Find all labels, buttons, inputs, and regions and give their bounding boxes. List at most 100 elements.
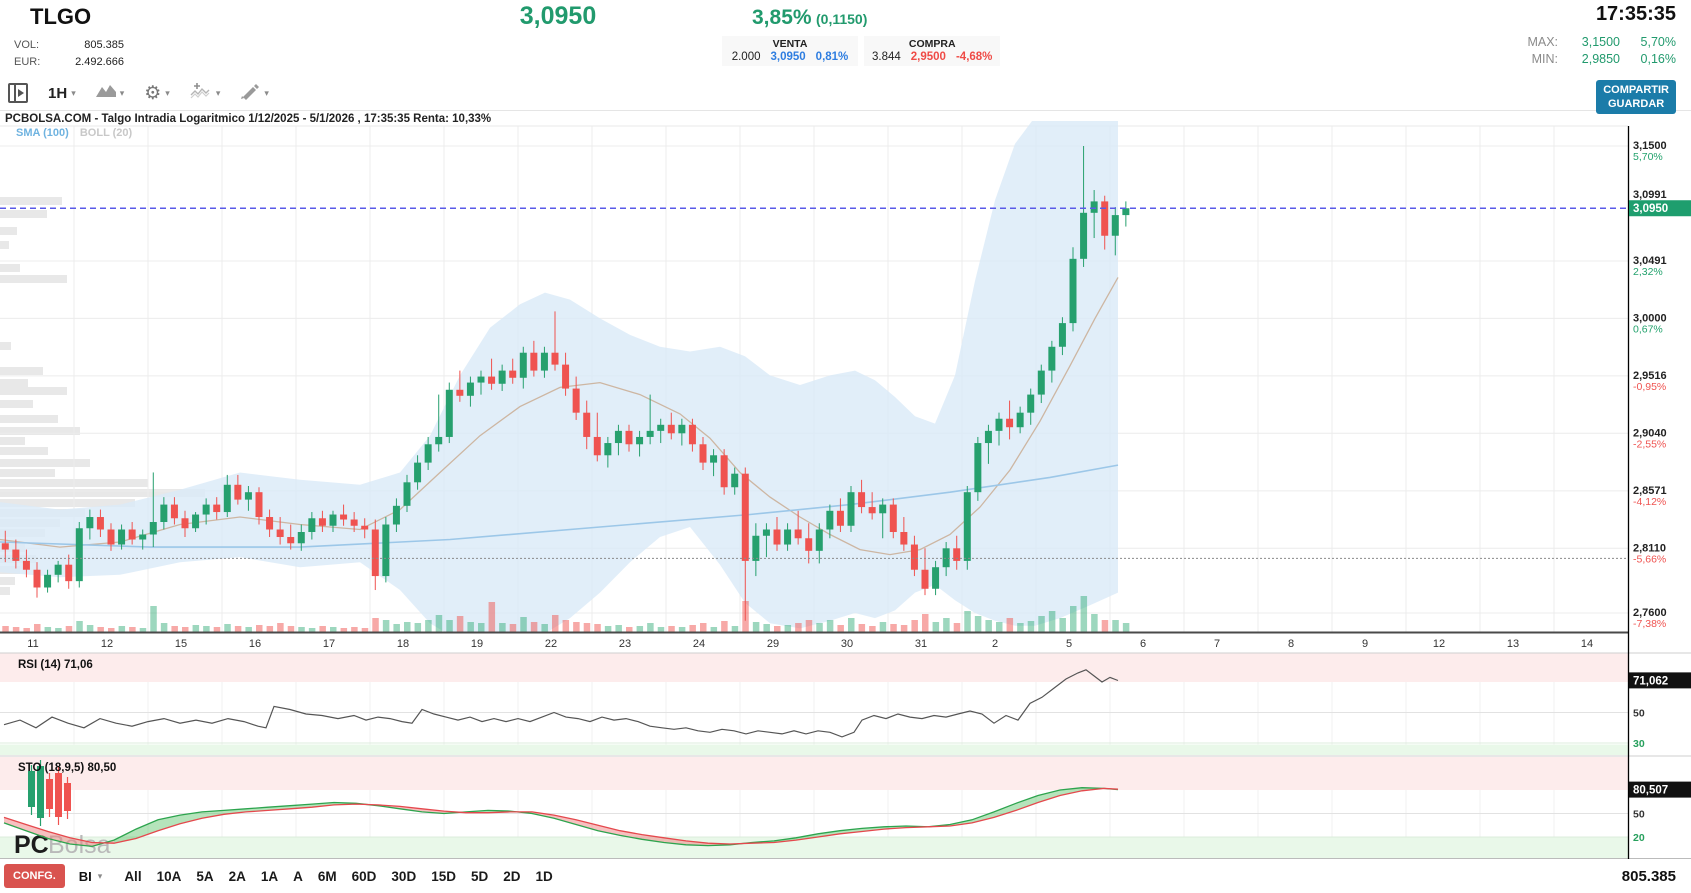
max-price: 3,1500	[1581, 35, 1620, 49]
svg-text:STO (18,9,5) 80,50: STO (18,9,5) 80,50	[18, 762, 116, 774]
range-button-all[interactable]: All	[124, 868, 142, 884]
pencil-icon	[240, 82, 260, 105]
range-button-1d[interactable]: 1D	[535, 868, 553, 884]
panel-toggle-button[interactable]	[8, 83, 28, 103]
svg-text:3,0950: 3,0950	[1633, 203, 1668, 215]
svg-text:RSI (14) 71,06: RSI (14) 71,06	[18, 659, 93, 671]
price-chart-canvas[interactable]: PCBolsa3,15005,70%3,04912,32%3,00000,67%…	[0, 111, 1691, 859]
add-indicator-icon	[190, 82, 212, 105]
svg-text:3,0491: 3,0491	[1633, 255, 1667, 267]
change-absolute: (0,1150)	[816, 11, 868, 27]
svg-text:9: 9	[1362, 638, 1368, 650]
volume-block: VOL: 805.385 EUR: 2.492.666	[14, 37, 124, 71]
chart-type-icon	[95, 83, 116, 104]
chevron-down-icon: ▾	[119, 87, 125, 98]
price-axis-labels: 3,15005,70%3,04912,32%3,00000,67%2,9516-…	[1633, 140, 1667, 630]
ticker-symbol: TLGO	[30, 4, 92, 29]
range-button-1a[interactable]: 1A	[260, 868, 279, 884]
last-price-badge: 3,0950	[1629, 200, 1691, 217]
group-selector[interactable]: BI ▾	[79, 869, 103, 884]
ask-qty: 3.844	[872, 51, 901, 63]
chart-type-selector[interactable]: ▾	[95, 83, 125, 104]
svg-text:3,0991: 3,0991	[1633, 189, 1667, 201]
share-save-button[interactable]: COMPARTIR GUARDAR	[1596, 80, 1676, 114]
svg-text:5: 5	[1066, 638, 1072, 650]
total-volume: 805.385	[1621, 867, 1676, 885]
svg-text:14: 14	[1581, 638, 1593, 650]
range-button-a[interactable]: A	[293, 868, 303, 884]
config-button[interactable]: CONFG.	[4, 864, 65, 888]
svg-text:15: 15	[175, 638, 187, 650]
svg-text:-0,95%: -0,95%	[1633, 381, 1666, 393]
range-button-6m[interactable]: 6M	[317, 868, 337, 884]
legend-boll: BOLL (20)	[79, 127, 133, 139]
bid-pct: 0,81%	[815, 51, 849, 63]
range-buttons: All 10A 5A 2A 1A A 6M 60D 30D 15D 5D 2D 1D	[124, 869, 552, 884]
svg-text:31: 31	[915, 638, 927, 650]
svg-text:8: 8	[1288, 638, 1294, 650]
svg-text:2,9516: 2,9516	[1633, 370, 1667, 382]
chevron-down-icon: ▾	[165, 87, 170, 98]
bid-box[interactable]: VENTA 2.000 3,0950 0,81%	[722, 36, 858, 66]
chevron-down-icon: ▾	[97, 870, 103, 881]
svg-text:11: 11	[27, 638, 38, 650]
ask-box[interactable]: COMPRA 3.844 2,9500 -4,68%	[864, 36, 1001, 66]
bid-title: VENTA	[772, 38, 808, 50]
svg-text:7: 7	[1214, 638, 1220, 650]
chevron-down-icon: ▾	[71, 87, 76, 98]
range-button-10a[interactable]: 10A	[156, 868, 182, 884]
range-button-15d[interactable]: 15D	[431, 868, 456, 884]
svg-text:17: 17	[323, 638, 335, 650]
svg-text:3,1500: 3,1500	[1633, 140, 1667, 152]
svg-text:24: 24	[693, 638, 705, 650]
svg-text:29: 29	[767, 638, 779, 650]
chart-toolbar: 1H ▾ ▾ ⚙ ▾ ▾ ▾	[0, 76, 1691, 110]
svg-text:2,8110: 2,8110	[1633, 542, 1666, 554]
eur-value: 2.492.666	[75, 56, 124, 68]
legend-sma: SMA (100)	[16, 127, 69, 139]
bollinger-cloud-layer	[0, 121, 1119, 633]
vol-label: VOL:	[14, 39, 40, 51]
draw-tool-selector[interactable]: ▾	[240, 82, 269, 105]
svg-text:6: 6	[1140, 638, 1146, 650]
range-button-5a[interactable]: 5A	[196, 868, 214, 884]
group-value: BI	[78, 868, 92, 884]
svg-text:5,70%: 5,70%	[1633, 151, 1663, 163]
svg-text:22: 22	[545, 638, 557, 650]
borders-layer	[0, 126, 1691, 859]
timeframe-value: 1H	[48, 84, 68, 102]
add-indicator-selector[interactable]: ▾	[190, 82, 220, 105]
svg-text:2,32%: 2,32%	[1633, 266, 1663, 278]
volume-bars-layer	[2, 596, 1130, 632]
timeframe-selector[interactable]: 1H ▾	[48, 85, 76, 102]
share-label: COMPARTIR	[1603, 84, 1669, 96]
range-button-30d[interactable]: 30D	[391, 868, 417, 884]
header: TLGO VOL: 805.385 EUR: 2.492.666 3,0950 3,…	[0, 0, 1691, 76]
max-label: MAX:	[1527, 35, 1558, 49]
svg-text:3,0000: 3,0000	[1633, 312, 1667, 324]
indicator-bands-layer	[0, 653, 1628, 859]
svg-text:16: 16	[249, 638, 261, 650]
range-button-2a[interactable]: 2A	[228, 868, 246, 884]
range-button-60d[interactable]: 60D	[351, 868, 377, 884]
range-button-5d[interactable]: 5D	[470, 868, 489, 884]
settings-selector[interactable]: ⚙ ▾	[144, 82, 170, 105]
bid-ask-panel: VENTA 2.000 3,0950 0,81% COMPRA 3.844 2,…	[722, 36, 1001, 66]
stochastic-panel: STO (18,9,5) 80,50 50 20 80,507	[3, 762, 1691, 848]
gear-icon: ⚙	[144, 82, 162, 104]
svg-text:-7,38%: -7,38%	[1633, 618, 1666, 630]
svg-text:80,507: 80,507	[1633, 785, 1668, 797]
clock: 17:35:35	[1595, 3, 1676, 25]
vol-value: 805.385	[84, 39, 124, 51]
range-button-2d[interactable]: 2D	[503, 868, 521, 884]
time-axis-labels: 11 12 15 16 17 18 19 22 23 24 29 30 31 2 5 6 7 8 9 12 13 14	[27, 638, 1593, 650]
daily-change: 3,85% (0,1150)	[752, 6, 867, 30]
reference-lines-layer	[0, 207, 1628, 559]
svg-text:20: 20	[1633, 832, 1645, 844]
max-min-block: MAX: 3,1500 5,70% MIN: 2,9850 0,16%	[1527, 34, 1676, 68]
panel-toggle-icon	[8, 83, 28, 103]
min-pct: 0,16%	[1640, 52, 1676, 66]
ask-pct: -4,68%	[955, 51, 993, 63]
max-pct: 5,70%	[1640, 35, 1676, 49]
bottom-bar: CONFG. BI ▾ All 10A 5A 2A 1A A 6M 60D 30D 15D 5D 2D…	[0, 858, 1691, 893]
